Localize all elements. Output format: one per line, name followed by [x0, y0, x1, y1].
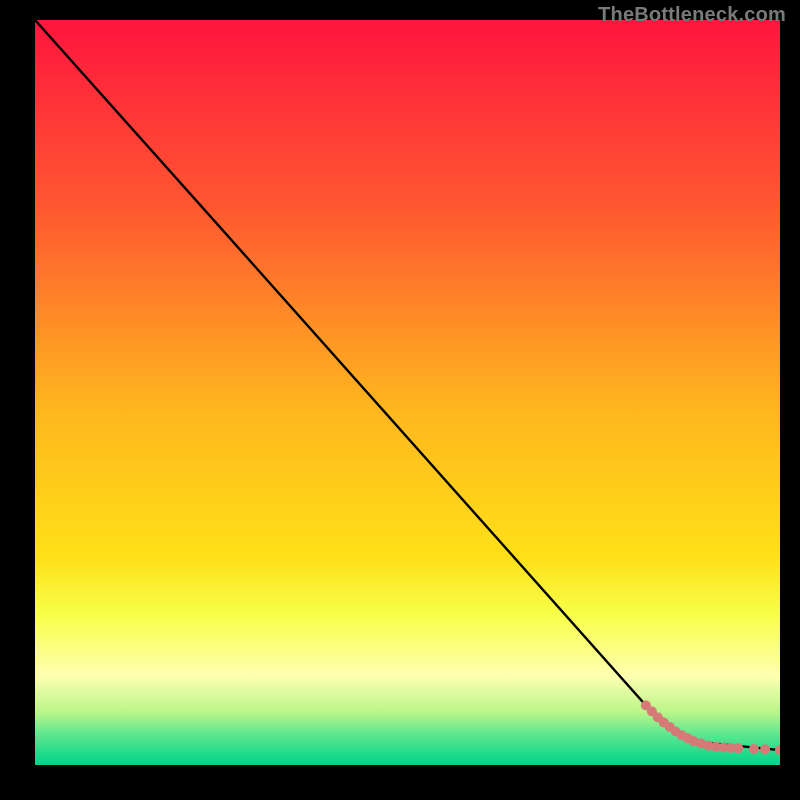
gradient-background [35, 20, 780, 765]
watermark-text: TheBottleneck.com [598, 4, 786, 27]
marker-dot [733, 743, 743, 753]
marker-dot [760, 744, 770, 754]
bottleneck-chart [0, 0, 800, 800]
marker-dot [749, 744, 759, 754]
chart-container: TheBottleneck.com [0, 0, 800, 800]
